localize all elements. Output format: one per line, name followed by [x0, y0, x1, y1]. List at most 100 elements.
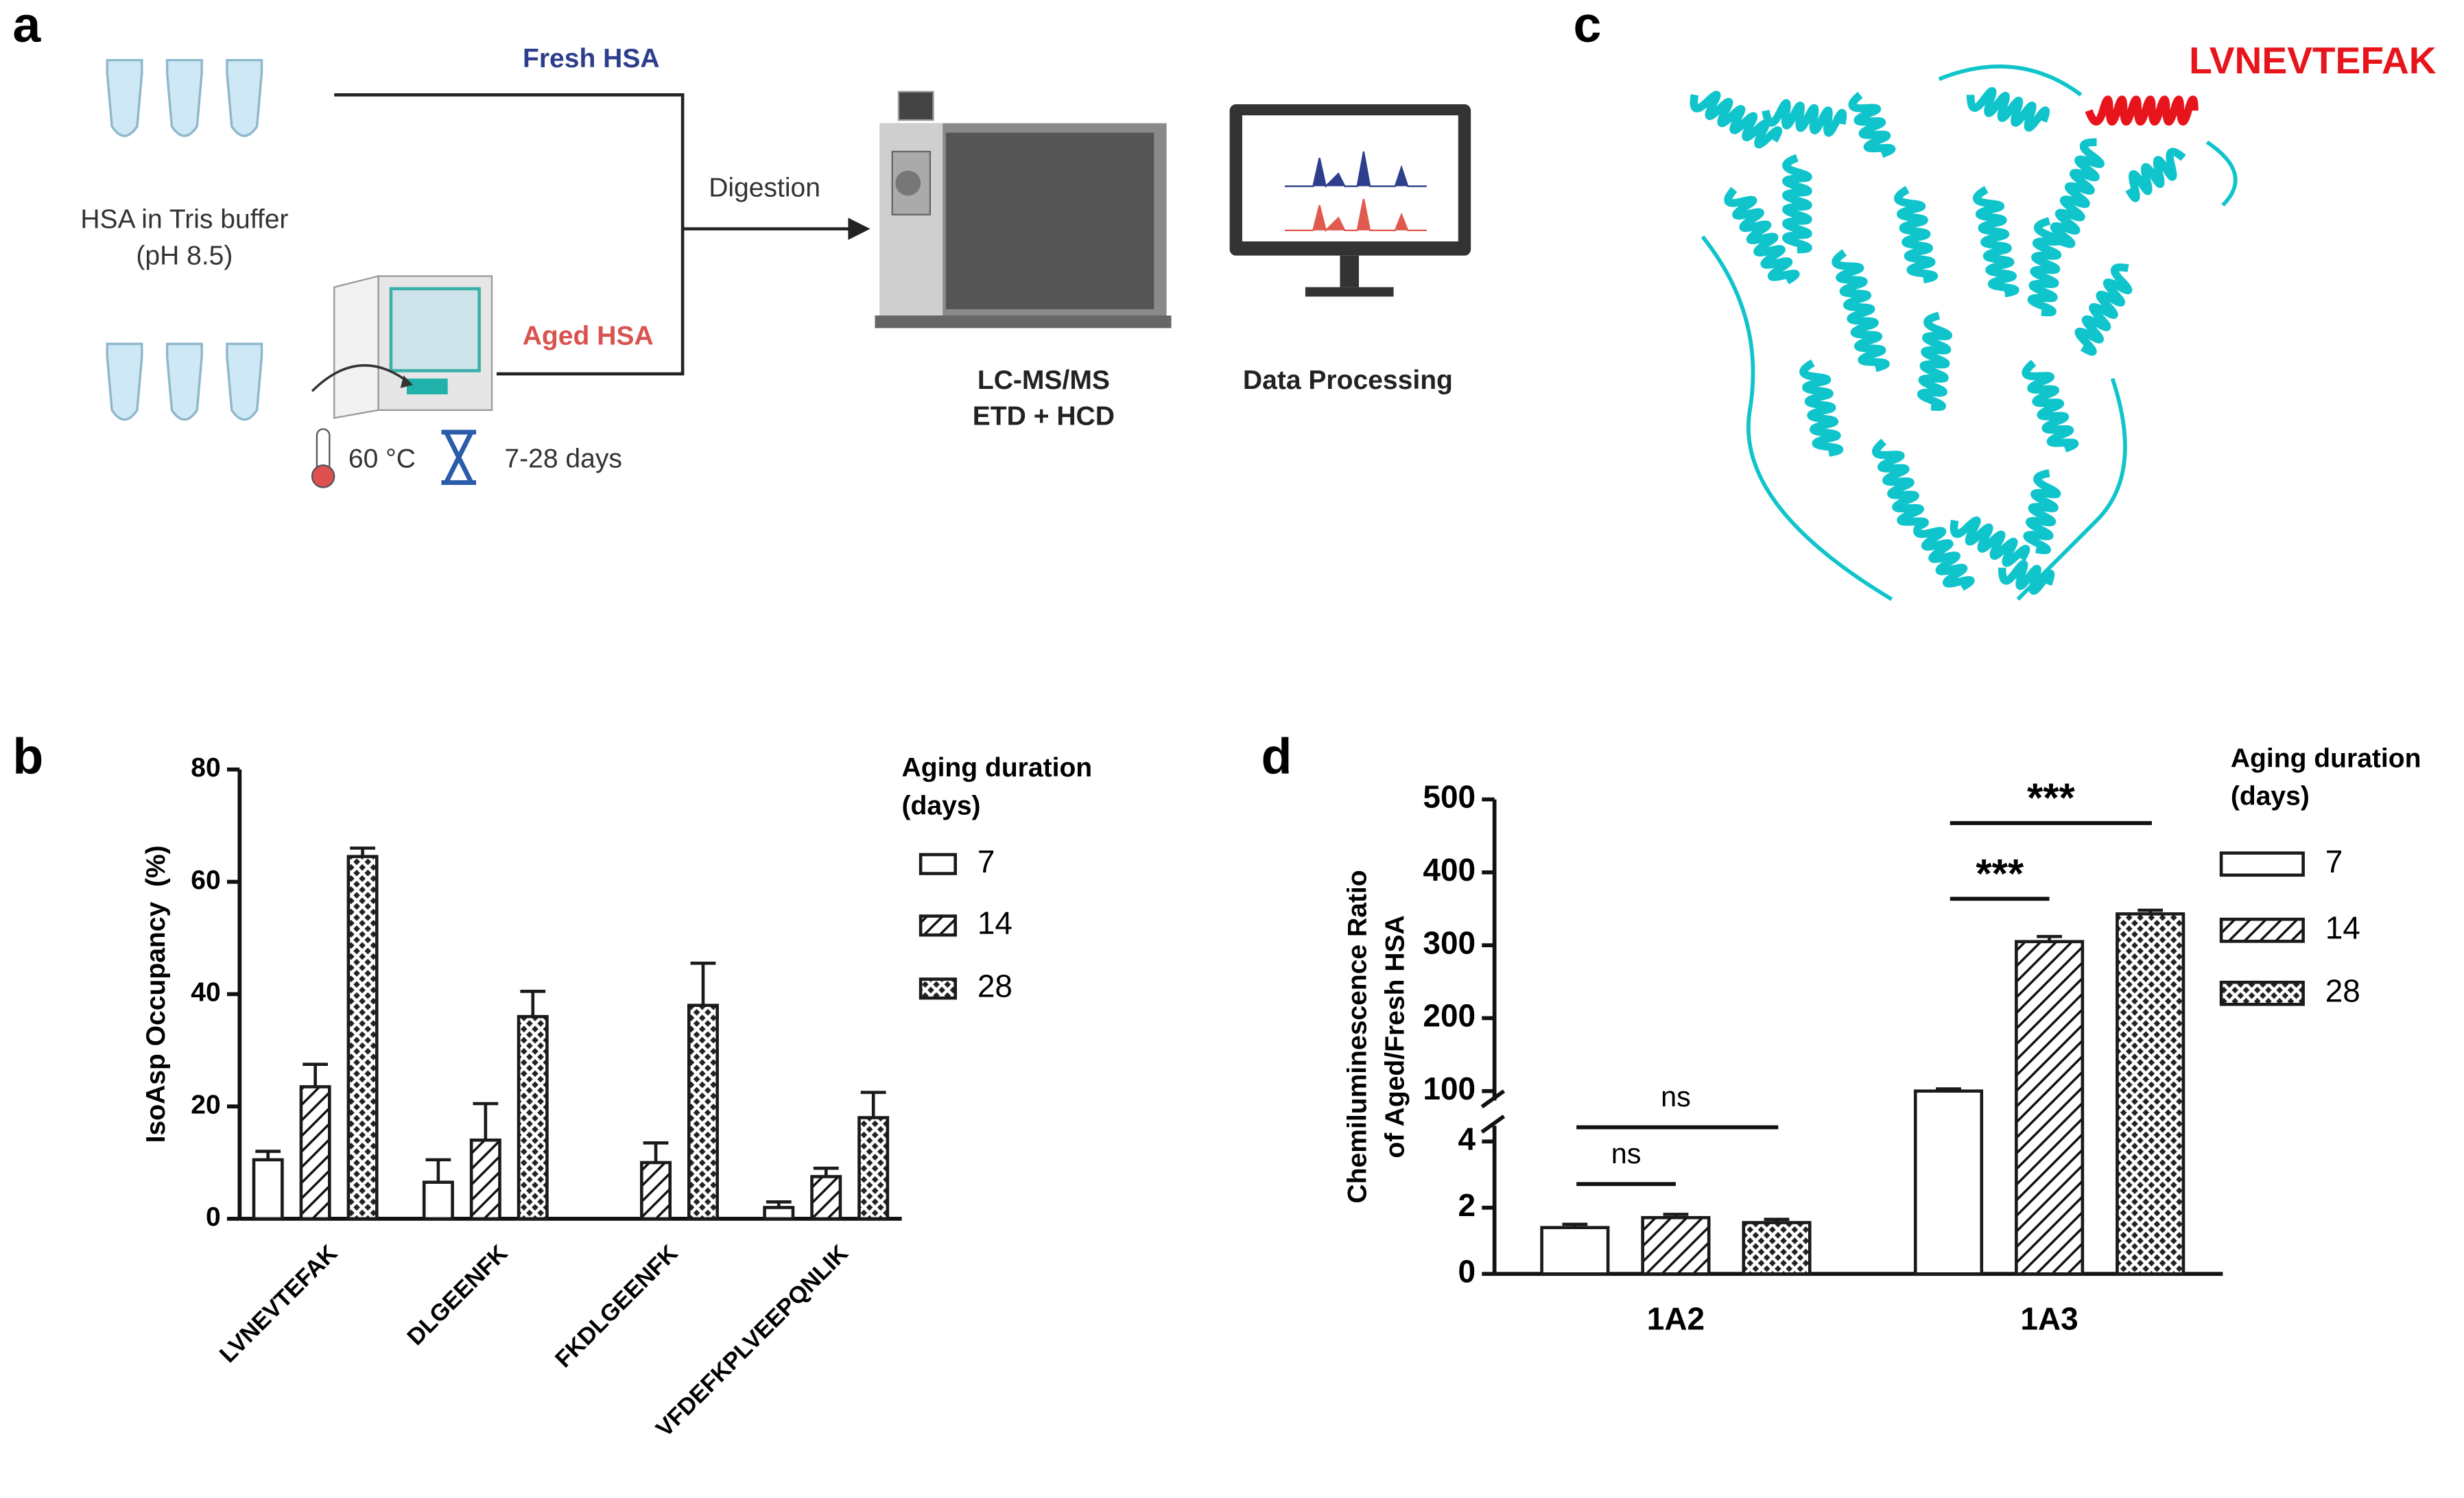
- bar: [346, 855, 379, 1221]
- y-axis-label: IsoAsp Occupancy (%): [141, 845, 171, 1143]
- step-label: Digestion: [709, 173, 820, 202]
- helix: [1913, 518, 1975, 591]
- aged-label: Aged HSA: [523, 321, 654, 350]
- fresh-label: Fresh HSA: [523, 44, 660, 73]
- x-tick-label: 1A3: [2020, 1300, 2078, 1336]
- error-bar: [303, 1062, 329, 1087]
- arrow-head: [848, 217, 870, 240]
- significance-label: ns: [1661, 1081, 1691, 1113]
- panel-label: d: [1261, 728, 1292, 785]
- bar: [2015, 940, 2085, 1276]
- error-bar: [766, 1200, 792, 1208]
- legend-swatch: [919, 853, 957, 875]
- bar: [422, 1180, 454, 1221]
- helix: [2125, 147, 2186, 202]
- legend-swatch: [2219, 917, 2305, 943]
- legend-label: 28: [2325, 973, 2360, 1008]
- error-bar: [1562, 1222, 1588, 1228]
- axis-break: [1480, 1089, 1506, 1134]
- workflow: Fresh HSA Aged HSA HSA in Tris buffer (p…: [80, 44, 1471, 488]
- y-tick-label: 0: [1458, 1253, 1476, 1289]
- helix: [1799, 359, 1844, 457]
- legend-label: 14: [978, 905, 1012, 941]
- loops: [1701, 64, 2238, 602]
- x-tick-label: VFDEFKPLVEEPQNLIK: [651, 1240, 853, 1442]
- helix: [1690, 91, 1782, 149]
- y-tick-label: 500: [1423, 779, 1476, 815]
- protein-structure: [1690, 64, 2238, 602]
- panel-label: a: [12, 0, 41, 53]
- x-tick-label: LVNEVTEFAK: [215, 1240, 342, 1368]
- instrument-label: LC-MS/MS: [978, 366, 1110, 395]
- bar: [252, 1158, 284, 1221]
- monitor: [1229, 104, 1471, 297]
- error-bar: [1936, 1087, 1961, 1091]
- significance-label: ***: [2027, 775, 2076, 821]
- helix: [2085, 95, 2199, 126]
- duration-label: 7-28 days: [504, 444, 621, 474]
- incubator: [311, 275, 493, 419]
- bar: [469, 1138, 501, 1221]
- helix: [1998, 560, 2055, 595]
- error-bar: [1764, 1217, 1790, 1223]
- temperature-label: 60 °C: [348, 444, 416, 474]
- legend-swatch: [2219, 851, 2305, 877]
- bar: [1641, 1215, 1711, 1276]
- flow-lines: [334, 93, 851, 376]
- tubes: [106, 58, 263, 421]
- instrument-label: ETD + HCD: [973, 402, 1115, 431]
- helix: [1782, 154, 1812, 254]
- helix: [1762, 99, 1847, 137]
- y-tick-label: 2: [1458, 1187, 1476, 1223]
- helix: [2050, 138, 2105, 248]
- error-bar: [520, 989, 546, 1017]
- significance-label: ns: [1611, 1138, 1642, 1169]
- x-tick-label: FKDLGEENFK: [550, 1240, 683, 1372]
- y-tick-label: 20: [191, 1090, 220, 1119]
- y-tick-label: 40: [191, 978, 220, 1008]
- bar: [1742, 1221, 1812, 1276]
- y-tick-label: 200: [1423, 998, 1476, 1034]
- legend-swatch: [919, 914, 957, 937]
- x-tick-label: 1A2: [1647, 1300, 1705, 1336]
- helix: [2074, 263, 2133, 356]
- legend-title: Aging duration: [2231, 744, 2421, 773]
- helix: [2022, 359, 2079, 453]
- helix: [1832, 249, 1890, 372]
- helix: [1966, 86, 2050, 132]
- x-tick-label: DLGEENFK: [403, 1240, 513, 1351]
- y-tick-label: 80: [191, 753, 220, 783]
- error-bar: [2137, 908, 2164, 914]
- helix: [2027, 217, 2063, 317]
- bar: [1540, 1226, 1610, 1276]
- y-tick-label: 60: [191, 866, 220, 895]
- analysis-label: Data Processing: [1243, 366, 1453, 395]
- error-bar: [473, 1102, 499, 1141]
- bar: [763, 1206, 795, 1221]
- legend-label: 7: [2325, 844, 2343, 879]
- bar: [299, 1085, 331, 1221]
- mass-spectrometer: [875, 91, 1172, 329]
- bar: [1913, 1089, 1984, 1276]
- panel-label: b: [12, 728, 43, 785]
- panel-label: c: [1574, 0, 1602, 53]
- structure-label: LVNEVTEFAK: [2189, 39, 2437, 82]
- error-bar: [813, 1166, 839, 1177]
- helix: [1917, 311, 1953, 412]
- legend-title: (days): [2231, 782, 2310, 811]
- sample-label: HSA in Tris buffer: [80, 204, 288, 234]
- helix: [1848, 91, 1896, 158]
- helix: [1950, 516, 2030, 567]
- error-bar: [255, 1150, 281, 1160]
- y-axis-label: of Aged/Fresh HSA: [1380, 915, 1410, 1158]
- helix: [1872, 438, 1929, 532]
- y-axis-label: Chemiluminescence Ratio: [1342, 870, 1372, 1203]
- y-tick-label: 400: [1423, 852, 1476, 888]
- legend-label: 7: [978, 844, 995, 879]
- significance-label: ***: [1976, 851, 2024, 896]
- bar: [640, 1161, 672, 1221]
- error-bar: [2037, 935, 2062, 942]
- error-bar: [860, 1091, 886, 1118]
- bar: [857, 1116, 890, 1221]
